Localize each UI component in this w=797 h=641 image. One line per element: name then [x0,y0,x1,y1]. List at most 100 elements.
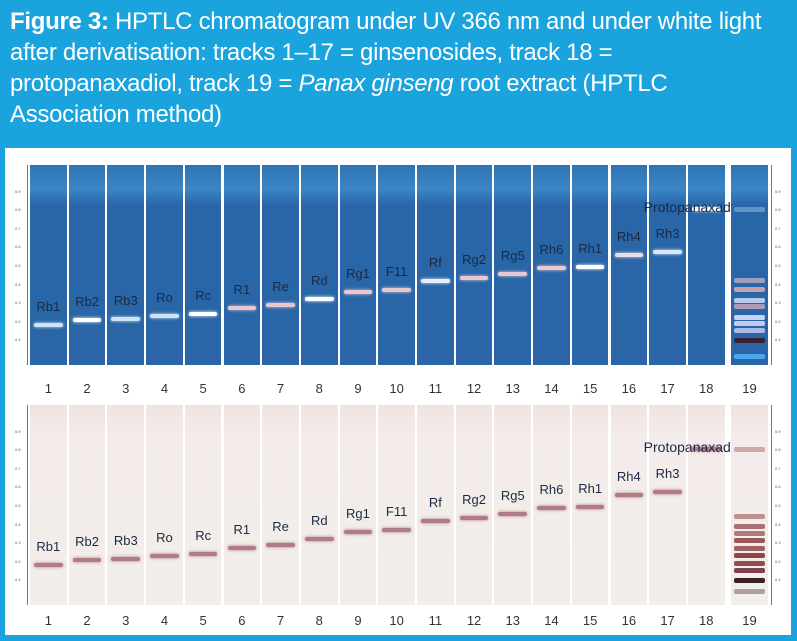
rf-tick: 0.4 [15,281,21,287]
band [653,490,682,495]
band [575,505,605,509]
band [734,577,765,583]
compound-label: Rb1 [36,538,61,554]
compound-label: Protopanaxadiol [643,199,745,215]
rf-tick: 0.4 [775,521,781,527]
track-number: 6 [238,381,246,396]
band [734,514,765,520]
track-number: 9 [354,381,362,396]
track-number: 10 [389,381,404,396]
caption-tail: root extract (HPTLC Association method) [10,70,668,128]
track-7 [262,405,299,605]
track-number: 7 [276,381,285,396]
rf-tick: 0.5 [775,503,781,508]
band [266,543,295,548]
rf-tick: 0.1 [775,337,781,343]
caption-text: HPTLC chromatogram under UV 366 nm and u… [10,8,762,97]
rf-tick: 0.3 [15,540,21,546]
rf-tick: 0.4 [15,521,21,527]
track-9 [339,165,377,365]
rf-tick: 0.7 [15,225,21,231]
band [421,518,450,523]
track-number: 13 [505,613,520,628]
track-19 [731,405,768,605]
track-4 [146,405,183,605]
band [691,447,721,452]
rf-tick: 0.8 [15,207,21,213]
track-number: 10 [389,613,404,628]
band [734,354,765,360]
band [734,588,765,594]
rf-tick: 0.1 [15,337,21,343]
right-rf-scale: 0.1 0.2 0.3 0.4 0.5 0.6 0.7 0.8 0.9 [771,405,786,605]
band [734,553,765,559]
rf-tick: 0.2 [15,318,21,324]
band [498,272,528,277]
compound-label: Rf [428,254,442,270]
track-3 [107,405,145,605]
track-number: 9 [354,613,362,628]
compound-label: R1 [233,281,251,297]
track-16 [610,405,648,605]
compound-label: Rg5 [500,488,525,504]
band [459,516,489,521]
compound-label: Rg1 [346,506,370,522]
track-3 [107,165,145,365]
rf-tick: 0.1 [775,577,781,583]
track-number: 1 [44,613,52,628]
compound-label: R1 [233,521,251,537]
compound-label: Re [272,519,289,535]
compound-label: Rb3 [113,533,138,549]
band [537,505,566,510]
track-number: 17 [660,381,675,396]
track-13 [494,405,532,605]
track-number: 18 [699,613,714,628]
track-7 [262,165,299,365]
compound-label: Rd [310,512,328,528]
band [266,303,295,308]
track-8 [300,165,338,365]
track-6 [223,165,261,365]
band [111,317,141,322]
track-17 [649,165,686,365]
band [72,558,102,562]
rf-tick: 0.6 [15,244,21,250]
track-number: 1 [44,381,52,396]
band [614,252,644,257]
rf-tick: 0.1 [15,577,21,583]
band [227,545,257,550]
band [537,265,566,270]
track-11 [417,405,454,605]
band [188,311,218,316]
band [382,528,411,533]
track-18 [687,165,725,365]
track-1 [30,165,67,365]
track-11 [417,165,454,365]
uv-366-plate: Rb1 Rb2 Rb3 Ro Rc R1 Re Rd Rg1 F11 Rf Rg2 Rg5 Rh6 Rh1 R… [5,165,791,365]
compound-label: Rc [195,527,212,543]
band [734,287,765,293]
track-14 [533,165,570,365]
rf-tick: 0.9 [775,428,781,434]
track-number: 11 [428,381,443,396]
band [150,314,179,319]
rf-tick: 0.8 [15,447,21,453]
track-16 [610,165,648,365]
band [304,536,334,541]
track-number: 5 [199,613,207,628]
track-number: 15 [582,613,598,628]
compound-label: Rh6 [539,241,564,257]
track-4 [146,165,183,365]
compound-label: Rh4 [616,228,641,244]
left-rf-scale: 0.1 0.2 0.3 0.4 0.5 0.6 0.7 0.8 0.9 [13,165,28,365]
band [734,298,765,304]
band [421,278,450,283]
rf-tick: 0.7 [15,465,21,471]
band [227,305,257,310]
compound-label: Rh6 [539,481,564,497]
rf-tick: 0.9 [15,188,21,194]
band [34,562,63,567]
track-number: 4 [160,381,169,396]
track-18 [687,405,725,605]
track-8 [300,405,338,605]
